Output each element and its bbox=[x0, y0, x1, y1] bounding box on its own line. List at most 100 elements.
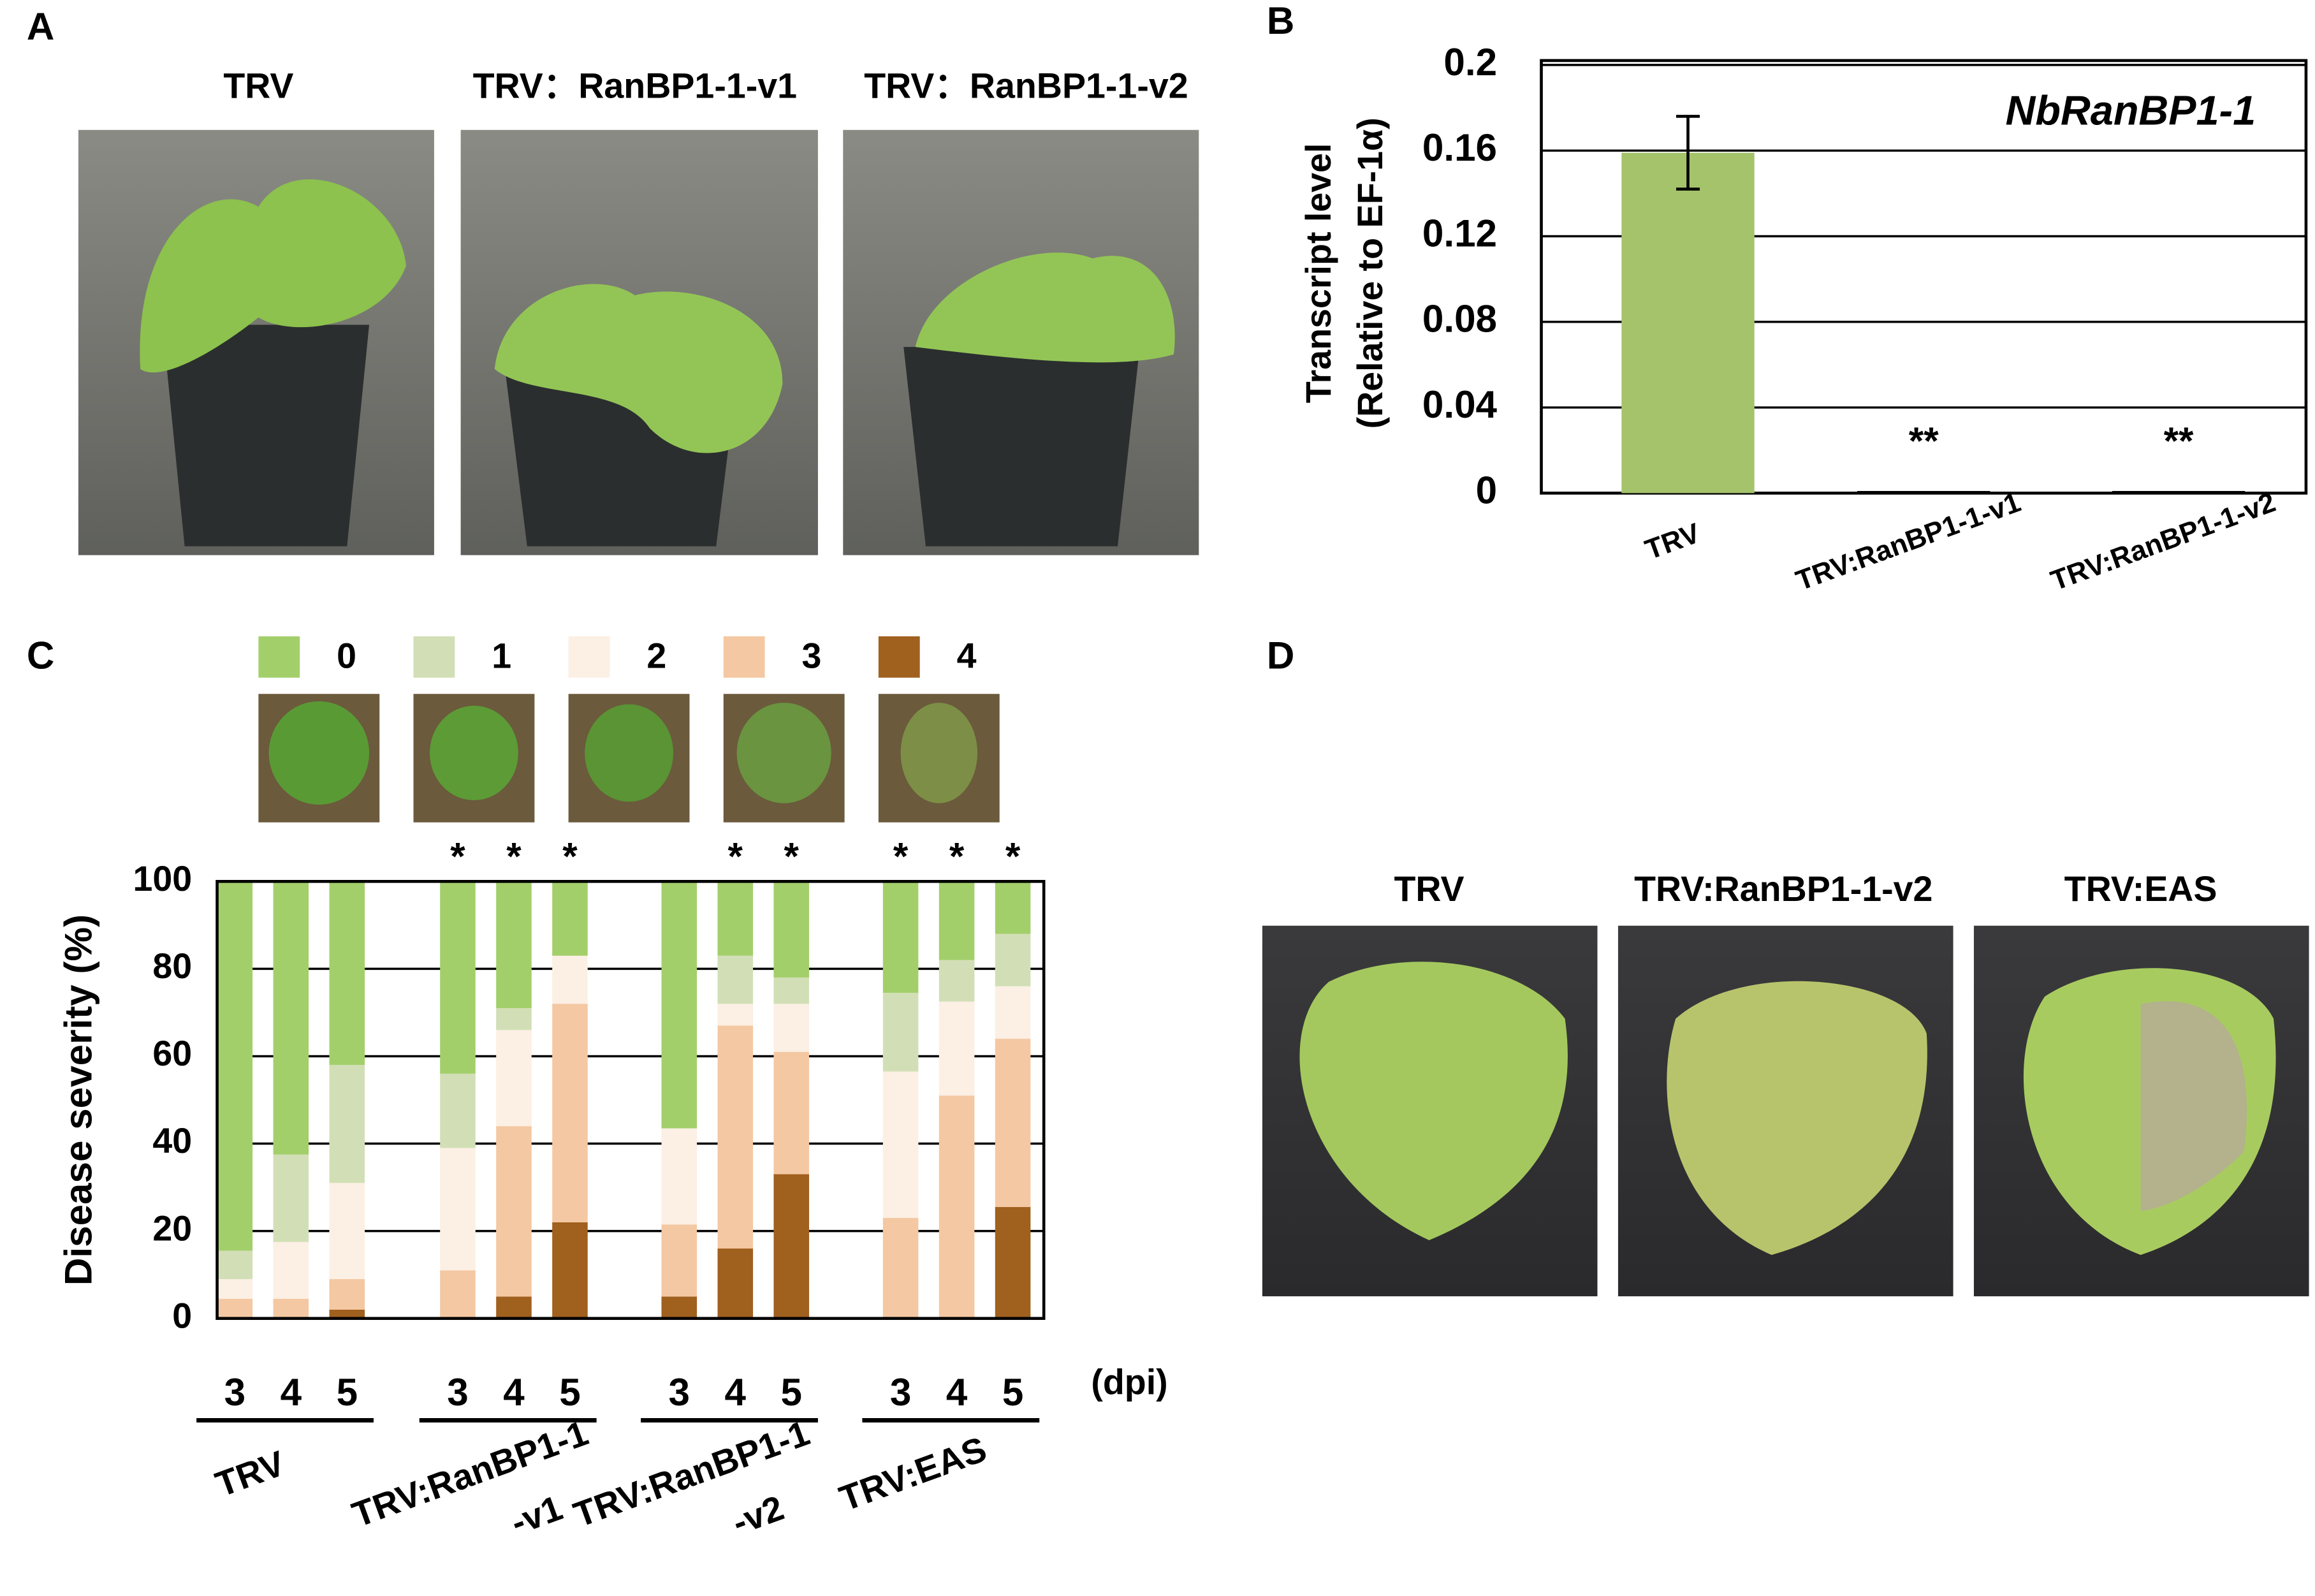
significance: * bbox=[784, 835, 800, 877]
bar-segment bbox=[717, 1004, 754, 1026]
bar-segment bbox=[938, 960, 975, 1002]
bar-segment bbox=[882, 881, 919, 993]
y-tick-label: 40 bbox=[152, 1121, 192, 1160]
y-tick-label: 60 bbox=[152, 1034, 192, 1073]
bar-segment bbox=[995, 933, 1031, 986]
significance: ** bbox=[1909, 420, 1939, 462]
y-axis-label: Disease severity (%) bbox=[57, 914, 99, 1285]
bar-segment bbox=[496, 1008, 532, 1030]
bar-segment bbox=[882, 1218, 919, 1319]
legend-label: 0 bbox=[337, 636, 356, 675]
bar-segment bbox=[773, 881, 810, 978]
x-tick-label: 3 bbox=[890, 1371, 911, 1414]
bar-segment bbox=[273, 1154, 309, 1242]
x-tick-label: TRV:RanBP1-1-v1 bbox=[1792, 487, 2025, 597]
x-tick-label: 4 bbox=[946, 1371, 968, 1414]
x-tick-label: 5 bbox=[781, 1371, 802, 1414]
y-tick-label: 0.08 bbox=[1422, 298, 1497, 340]
y-tick-label: 0 bbox=[172, 1296, 192, 1335]
group-label: TRV bbox=[210, 1443, 290, 1504]
photo-title: TRV:RanBP1-1-v2 bbox=[1634, 869, 1932, 909]
bar-segment bbox=[938, 881, 975, 960]
bar-segment bbox=[773, 1051, 810, 1175]
significance: ** bbox=[2164, 420, 2194, 462]
bar-segment bbox=[717, 1025, 754, 1249]
legend-swatch bbox=[723, 636, 765, 678]
bar-segment bbox=[717, 1248, 754, 1319]
legend-label: 3 bbox=[801, 636, 821, 675]
bar-segment bbox=[273, 1241, 309, 1299]
panel-label: C bbox=[27, 634, 54, 677]
bar-segment bbox=[217, 1250, 253, 1280]
bar-segment bbox=[552, 1222, 588, 1319]
bar-segment bbox=[882, 1071, 919, 1219]
y-tick-label: 0.2 bbox=[1443, 41, 1497, 84]
plot-frame bbox=[215, 880, 1046, 1321]
bar-segment bbox=[995, 986, 1031, 1039]
bar-segment bbox=[938, 1095, 975, 1319]
bar-segment bbox=[273, 881, 309, 1155]
x-tick-label: 5 bbox=[1002, 1371, 1023, 1414]
bar-segment bbox=[661, 881, 697, 1129]
x-tick-label: 3 bbox=[224, 1371, 245, 1414]
bar-segment bbox=[552, 1004, 588, 1222]
bar-segment bbox=[273, 1298, 309, 1319]
bar-segment bbox=[496, 1030, 532, 1127]
group-label: -v1 bbox=[506, 1488, 567, 1542]
bar bbox=[1621, 152, 1755, 494]
bar-segment bbox=[217, 881, 253, 1251]
bar-segment bbox=[329, 881, 365, 1065]
panel-label: D bbox=[1267, 634, 1294, 677]
y-tick-label: 0 bbox=[1476, 469, 1497, 511]
y-tick-label: 80 bbox=[152, 946, 192, 986]
bar-segment bbox=[329, 1309, 365, 1319]
bar-segment bbox=[329, 1183, 365, 1280]
legend-swatch bbox=[568, 636, 610, 678]
bar-segment bbox=[329, 1065, 365, 1183]
x-tick-label: 4 bbox=[725, 1371, 747, 1414]
y-axis-label: (Relative to EF-1α) bbox=[1350, 117, 1390, 428]
x-unit: (dpi) bbox=[1091, 1363, 1167, 1402]
bar-segment bbox=[773, 1174, 810, 1319]
photo-title: TRV:EAS bbox=[2064, 869, 2217, 909]
x-tick-label: 4 bbox=[281, 1371, 302, 1414]
significance: * bbox=[506, 835, 522, 877]
photo-a bbox=[78, 129, 1199, 555]
group-label: TRV:EAS bbox=[835, 1429, 992, 1518]
bar-segment bbox=[661, 1128, 697, 1225]
legend-label: 2 bbox=[646, 636, 666, 675]
bar-segment bbox=[440, 1073, 476, 1148]
photo-title: TRV：RanBP1-1-v2 bbox=[864, 66, 1188, 106]
photo-title: TRV：RanBP1-1-v1 bbox=[473, 66, 797, 106]
bar-segment bbox=[661, 1224, 697, 1297]
group-label: -v2 bbox=[727, 1488, 789, 1542]
bar bbox=[1857, 491, 1990, 494]
x-tick-label: 3 bbox=[447, 1371, 468, 1414]
bar-segment bbox=[995, 1039, 1031, 1207]
significance: * bbox=[893, 835, 909, 877]
legend-label: 1 bbox=[492, 636, 511, 675]
bar-segment bbox=[496, 1126, 532, 1297]
x-tick-label: 5 bbox=[559, 1371, 580, 1414]
x-tick-label: TRV bbox=[1641, 517, 1704, 566]
error-bar bbox=[1676, 115, 1700, 191]
annotation: NbRanBP1-1 bbox=[2006, 87, 2256, 133]
bar bbox=[2112, 491, 2246, 494]
bar-segment bbox=[217, 1279, 253, 1299]
bar-segment bbox=[329, 1279, 365, 1310]
y-tick-label: 0.16 bbox=[1422, 126, 1497, 169]
bar-segment bbox=[717, 881, 754, 956]
y-tick-label: 100 bbox=[133, 859, 192, 898]
bar-segment bbox=[882, 993, 919, 1072]
significance: * bbox=[728, 835, 743, 877]
bar-segment bbox=[552, 955, 588, 1004]
x-tick-label: TRV:RanBP1-1-v2 bbox=[2047, 487, 2279, 597]
bar-segment bbox=[440, 881, 476, 1074]
bar-segment bbox=[496, 1296, 532, 1319]
bar-segment bbox=[661, 1296, 697, 1319]
y-tick-label: 0.04 bbox=[1422, 383, 1498, 426]
bar-segment bbox=[496, 881, 532, 1009]
x-tick-label: 4 bbox=[503, 1371, 525, 1414]
